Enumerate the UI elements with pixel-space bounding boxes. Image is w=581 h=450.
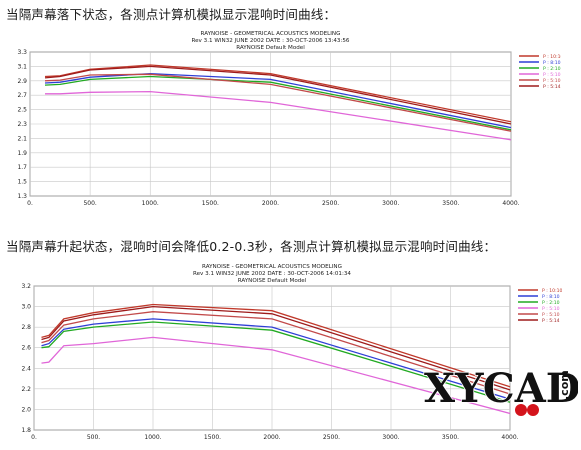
legend-entry: P : 5:10: [542, 312, 560, 318]
chart-header-line: Rev 3.1 WIN32 JUNE 2002 DATE : 30-OCT-20…: [193, 271, 351, 277]
legend-entry: P : 10:10: [542, 288, 562, 294]
rt-chart-top: RAYNOISE - GEOMETRICAL ACOUSTICS MODELIN…: [17, 31, 561, 207]
logo-dot-icon: [527, 404, 539, 416]
y-tick-label: 3.3: [17, 49, 27, 56]
legend-entry: P : 5:14: [543, 84, 561, 90]
x-tick-label: 3500.: [442, 434, 459, 441]
caption-top: 当隔声幕落下状态，各测点计算机模拟显示混响时间曲线：: [6, 7, 337, 22]
y-tick-label: 3.2: [21, 283, 31, 290]
logo-text: XYCAD: [424, 365, 578, 412]
x-tick-label: 4000.: [501, 434, 518, 441]
legend-entry: P : 8:10: [542, 294, 560, 300]
y-tick-label: 2.6: [21, 345, 31, 352]
x-tick-label: 2000.: [263, 434, 280, 441]
y-tick-label: 2.2: [21, 386, 31, 393]
x-tick-label: 500.: [83, 200, 96, 207]
legend-entry: P : 5:10: [542, 306, 560, 312]
logo-suffix: .com: [558, 370, 571, 400]
x-tick-label: 2000.: [262, 200, 279, 207]
x-tick-label: 2500.: [322, 200, 339, 207]
series-line-4: [41, 336, 511, 415]
chart-header-line: RAYNOISE Default Model: [238, 278, 307, 284]
rt-chart-bottom: RAYNOISE - GEOMETRICAL ACOUSTICS MODELIN…: [21, 264, 562, 441]
caption-bottom: 当隔声幕升起状态，混响时间会降低0.2-0.3秒，各测点计算机模拟显示混响时间曲…: [6, 239, 497, 254]
x-tick-label: 500.: [87, 434, 100, 441]
legend-entry: P : 2:10: [543, 66, 561, 72]
y-tick-label: 3.0: [21, 304, 31, 311]
series-line-2: [41, 318, 511, 400]
series-line-4: [45, 90, 512, 141]
y-tick-label: 1.8: [21, 427, 31, 434]
y-tick-label: 3.1: [17, 63, 27, 70]
y-tick-label: 2.4: [21, 365, 31, 372]
chart-header-line: RAYNOISE Default Model: [236, 45, 305, 51]
x-tick-label: 1000.: [144, 434, 161, 441]
x-tick-label: 0.: [31, 434, 37, 441]
y-tick-label: 2.5: [17, 107, 27, 114]
chart-header-line: Rev 3.1 WIN32 JUNE 2002 DATE : 30-OCT-20…: [191, 38, 349, 44]
series-line-1: [44, 64, 512, 123]
x-tick-label: 1500.: [204, 434, 221, 441]
series-line-2: [44, 72, 512, 129]
legend-entry: P : 5:10: [543, 78, 561, 84]
y-tick-label: 1.5: [17, 179, 27, 186]
chart-panel-top: RAYNOISE - GEOMETRICAL ACOUSTICS MODELIN…: [6, 30, 561, 208]
y-tick-label: 2.9: [17, 78, 27, 85]
y-tick-label: 2.1: [17, 135, 27, 142]
x-tick-label: 2500.: [323, 434, 340, 441]
series-line-3: [44, 75, 512, 131]
legend-entry: P : 5:10: [543, 72, 561, 78]
x-tick-label: 1500.: [202, 200, 219, 207]
legend-entry: P : 2:10: [542, 300, 560, 306]
y-tick-label: 1.7: [17, 164, 27, 171]
x-tick-label: 4000.: [502, 200, 519, 207]
x-tick-label: 3000.: [382, 434, 399, 441]
x-tick-label: 3000.: [382, 200, 399, 207]
series-line-6: [44, 65, 512, 125]
legend-entry: P : 10:10: [543, 54, 561, 60]
logo-dot-icon: [515, 404, 527, 416]
x-tick-label: 1000.: [142, 200, 159, 207]
x-tick-label: 0.: [27, 200, 33, 207]
series-line-5: [41, 311, 511, 395]
legend-entry: P : 5:14: [542, 318, 560, 324]
chart-header-line: RAYNOISE - GEOMETRICAL ACOUSTICS MODELIN…: [202, 264, 342, 270]
series-line-6: [41, 305, 511, 391]
series-line-1: [41, 303, 511, 388]
y-tick-label: 2.8: [21, 324, 31, 331]
y-tick-label: 2.0: [21, 406, 31, 413]
y-tick-label: 2.3: [17, 121, 27, 128]
y-tick-label: 1.9: [17, 150, 27, 157]
chart-panel-bottom: RAYNOISE - GEOMETRICAL ACOUSTICS MODELIN…: [14, 262, 562, 442]
xycad-logo: XYCAD .com: [423, 364, 578, 416]
y-tick-label: 2.7: [17, 92, 27, 99]
series-line-3: [41, 321, 511, 403]
series-line-5: [44, 73, 512, 132]
y-tick-label: 1.3: [17, 193, 27, 200]
chart-header-line: RAYNOISE - GEOMETRICAL ACOUSTICS MODELIN…: [201, 31, 341, 37]
x-tick-label: 3500.: [442, 200, 459, 207]
legend-entry: P : 8:10: [543, 60, 561, 66]
